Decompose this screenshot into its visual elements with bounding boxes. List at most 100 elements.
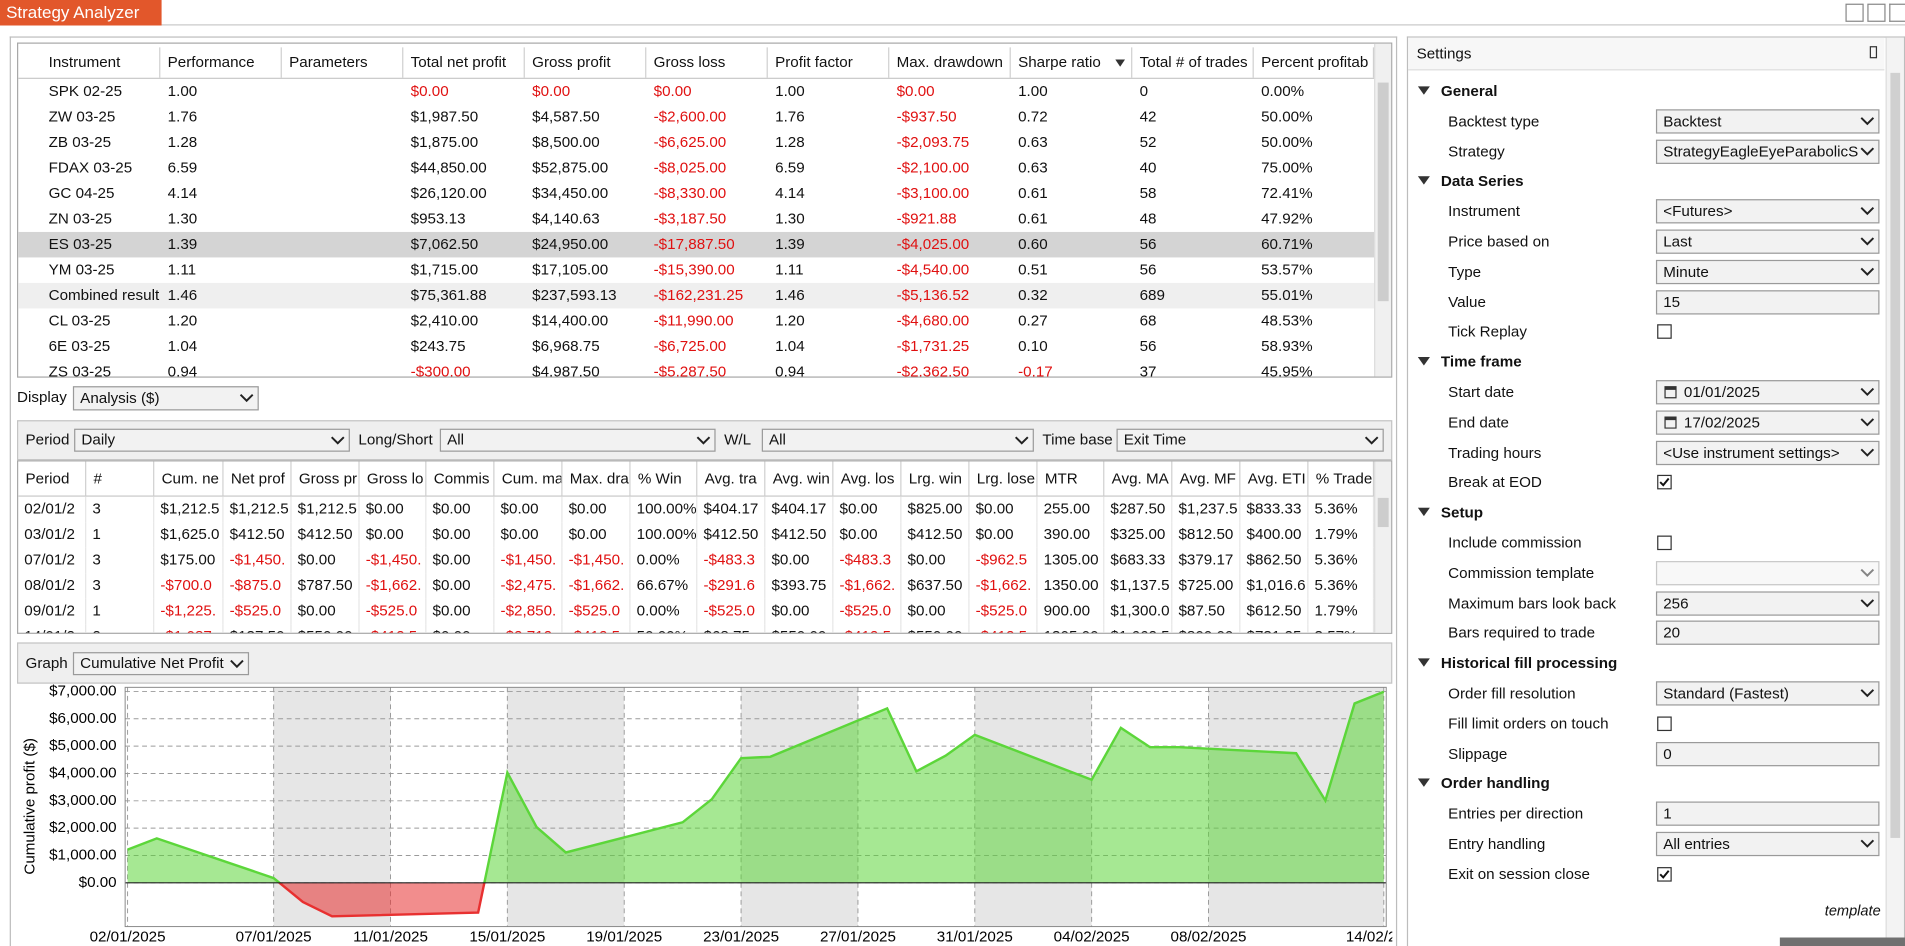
setting-select[interactable]: StrategyEagleEyeParabolicSA — [1655, 139, 1880, 164]
dropdown-arrow — [1860, 207, 1875, 216]
restore-button[interactable] — [1867, 3, 1886, 22]
close-button[interactable] — [1889, 3, 1905, 22]
cell: $44,850.00 — [410, 159, 487, 177]
setting-select[interactable]: Standard (Fastest) — [1655, 681, 1880, 706]
cell: ZW 03-25 — [48, 108, 116, 126]
chevron — [1860, 568, 1875, 577]
column-header[interactable]: Performance — [160, 47, 282, 78]
column-header[interactable]: Avg. tra — [697, 461, 766, 496]
cell: 56 — [1139, 337, 1157, 355]
column-header[interactable]: Net prof — [224, 461, 292, 496]
expander[interactable] — [1417, 778, 1430, 788]
setting-checkbox[interactable] — [1657, 324, 1672, 340]
filter-select[interactable]: All — [761, 428, 1034, 452]
expander[interactable] — [1417, 86, 1430, 95]
setting-select[interactable]: Backtest — [1655, 109, 1880, 134]
pin-icon[interactable] — [1869, 46, 1878, 59]
window-tab[interactable] — [0, 0, 162, 26]
cell: $0.00 — [292, 547, 360, 574]
cell: FDAX 03-25 — [48, 159, 133, 177]
column-header[interactable]: Avg. win — [765, 461, 834, 496]
setting-input[interactable]: 20 — [1655, 621, 1880, 646]
column-header[interactable]: # — [86, 461, 155, 496]
column-header[interactable]: Cum. ma — [494, 461, 563, 496]
column-header[interactable]: Max. drawdown — [889, 47, 1011, 78]
setting-select[interactable] — [1655, 560, 1880, 586]
column-header[interactable]: Sharpe ratio — [1011, 47, 1133, 78]
expander[interactable] — [1417, 507, 1430, 517]
cell: $26,120.00 — [410, 184, 487, 202]
column-header[interactable]: Lrg. win — [901, 461, 970, 496]
cell: 1.39 — [167, 235, 198, 253]
column-header[interactable]: Avg. MA — [1104, 461, 1173, 496]
cell: 6E 03-25 — [48, 337, 111, 355]
cell: -$2,475. — [494, 573, 563, 599]
column-header[interactable]: Percent profitab — [1254, 47, 1375, 78]
column-header[interactable]: Gross lo — [360, 461, 427, 496]
cell: 1.20 — [775, 312, 805, 330]
filter-select[interactable]: Exit Time — [1116, 428, 1384, 452]
setting-select[interactable]: Last — [1655, 229, 1880, 254]
graph-bar — [17, 642, 1393, 684]
cell: 1.00 — [167, 82, 198, 100]
expander[interactable] — [1417, 357, 1430, 366]
column-header[interactable]: Gross pr — [292, 461, 360, 496]
setting-checkbox[interactable] — [1657, 866, 1672, 882]
setting-checkbox[interactable] — [1657, 535, 1672, 551]
column-header[interactable]: Lrg. lose — [970, 461, 1038, 496]
filter-select[interactable]: All — [439, 428, 716, 452]
column-header[interactable]: Max. dra — [563, 461, 631, 496]
cell: $4,140.63 — [532, 210, 600, 228]
column-header[interactable]: Avg. los — [833, 461, 902, 496]
setting-checkbox[interactable] — [1657, 716, 1672, 731]
setting-select[interactable]: 256 — [1655, 590, 1880, 616]
setting-date[interactable]: 01/01/2025 — [1655, 380, 1880, 405]
cell: 1305.00 — [1038, 624, 1105, 633]
column-header[interactable]: Gross loss — [646, 47, 768, 78]
column-header[interactable]: Instrument — [41, 47, 161, 78]
column-header[interactable]: % Trade — [1308, 461, 1375, 496]
column-header[interactable]: Total net profit — [403, 47, 525, 78]
setting-input[interactable]: 0 — [1655, 741, 1880, 766]
setting-select[interactable]: Minute — [1655, 259, 1880, 284]
setting-input[interactable]: 1 — [1655, 801, 1880, 827]
column-header[interactable]: Total # of trades — [1132, 47, 1254, 78]
column-header[interactable]: Avg. MF — [1172, 461, 1241, 496]
x-tick-label: 31/01/2025 — [937, 929, 1013, 946]
column-header[interactable]: Period — [18, 461, 87, 496]
cell: 3.57% — [1308, 624, 1375, 633]
cell: $0.00 — [653, 82, 692, 100]
result-row[interactable] — [18, 231, 1375, 258]
setting-date[interactable]: 17/02/2025 — [1655, 410, 1880, 435]
display-select[interactable]: Analysis ($) — [72, 386, 259, 411]
cell: $412.50 — [224, 522, 292, 548]
column-header[interactable]: Gross profit — [525, 47, 647, 78]
setting-select[interactable]: <Use instrument settings> — [1655, 440, 1880, 465]
area-negative-line — [277, 882, 486, 918]
calendar-icon — [1664, 386, 1677, 399]
expander[interactable] — [1417, 176, 1430, 186]
result-row[interactable] — [18, 282, 1375, 309]
cell: -$162,231.25 — [653, 286, 744, 304]
column-header[interactable]: % Win — [631, 461, 698, 496]
column-header[interactable]: Profit factor — [768, 47, 890, 78]
select-value: Exit Time — [1123, 431, 1187, 449]
y-tick-label: $3,000.00 — [49, 792, 117, 809]
column-header[interactable]: Commis — [426, 461, 495, 496]
setting-checkbox[interactable] — [1657, 475, 1672, 490]
expander[interactable] — [1417, 658, 1430, 667]
setting-select[interactable]: <Futures> — [1655, 199, 1880, 224]
minimize-button[interactable] — [1845, 3, 1864, 22]
filter-select[interactable]: Daily — [74, 428, 350, 452]
cell: 255.00 — [1038, 496, 1105, 523]
setting-label: Price based on — [1448, 233, 1550, 251]
cell: $637.50 — [901, 573, 970, 599]
column-header[interactable]: Parameters — [282, 47, 404, 78]
graph-select[interactable]: Cumulative Net Profit — [72, 652, 250, 676]
cell: 1.39 — [775, 235, 805, 253]
column-header[interactable]: Avg. ETI — [1240, 461, 1309, 496]
setting-select[interactable]: All entries — [1655, 831, 1880, 857]
column-header[interactable]: MTR — [1038, 461, 1105, 496]
column-header[interactable]: Cum. ne — [154, 461, 224, 496]
setting-input[interactable]: 15 — [1655, 289, 1880, 315]
